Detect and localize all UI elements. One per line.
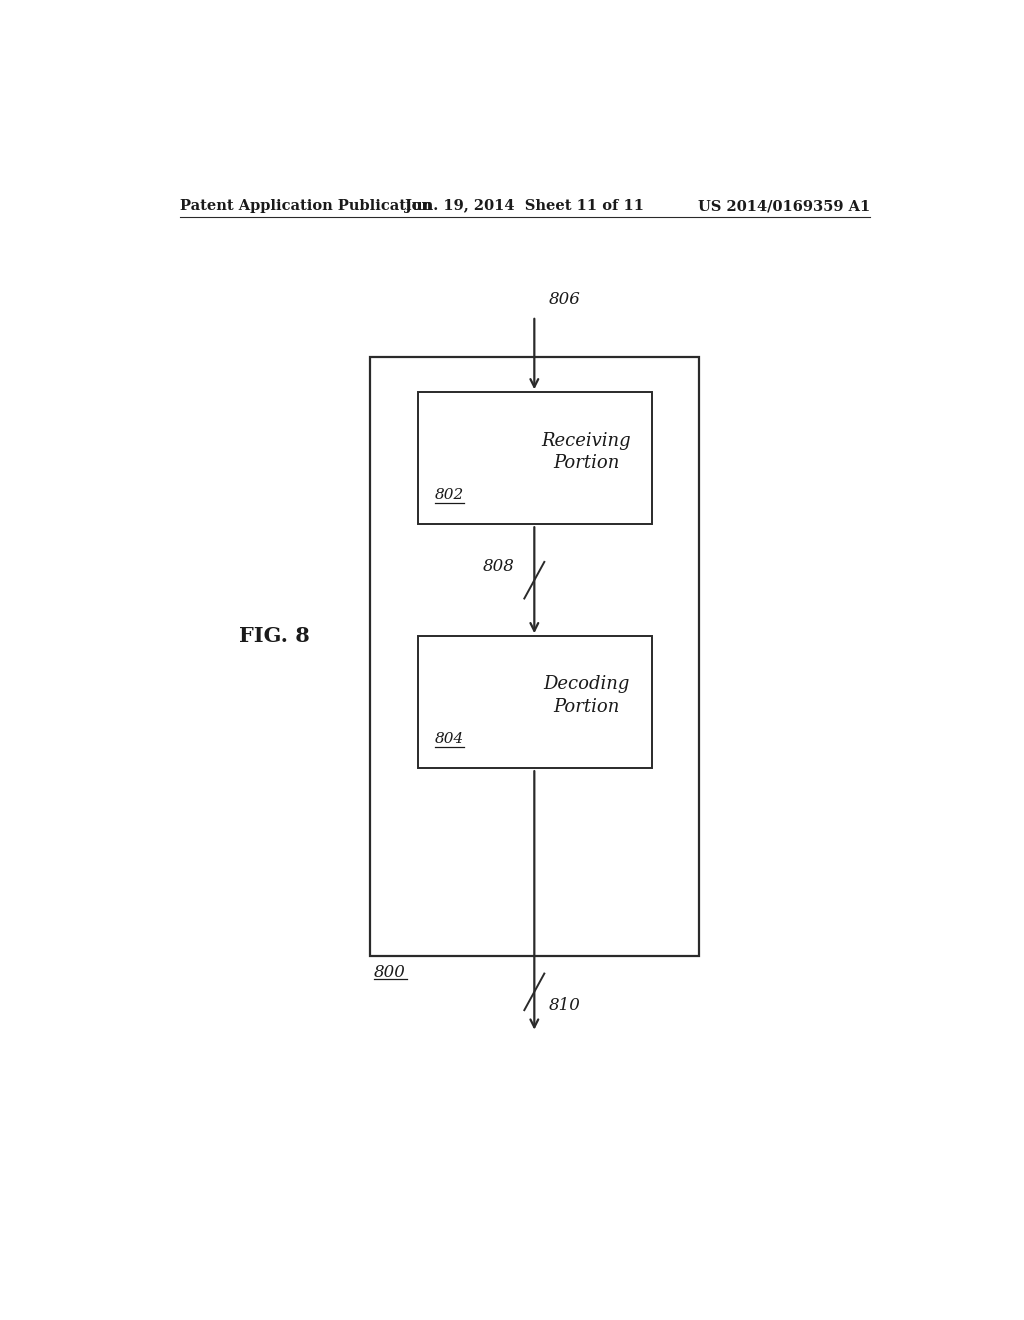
Text: 806: 806 [549, 290, 581, 308]
Text: Patent Application Publication: Patent Application Publication [179, 199, 431, 213]
Text: Decoding
Portion: Decoding Portion [543, 676, 630, 715]
Bar [418, 636, 651, 768]
Text: 802: 802 [435, 488, 464, 502]
Text: 804: 804 [435, 731, 464, 746]
Bar [370, 356, 699, 956]
Text: 810: 810 [549, 997, 581, 1014]
Text: Receiving
Portion: Receiving Portion [542, 432, 631, 471]
Text: 800: 800 [374, 965, 406, 981]
Bar [418, 392, 651, 524]
Text: Jun. 19, 2014  Sheet 11 of 11: Jun. 19, 2014 Sheet 11 of 11 [406, 199, 644, 213]
Text: FIG. 8: FIG. 8 [240, 626, 310, 645]
Text: US 2014/0169359 A1: US 2014/0169359 A1 [697, 199, 870, 213]
Text: 808: 808 [482, 558, 514, 576]
